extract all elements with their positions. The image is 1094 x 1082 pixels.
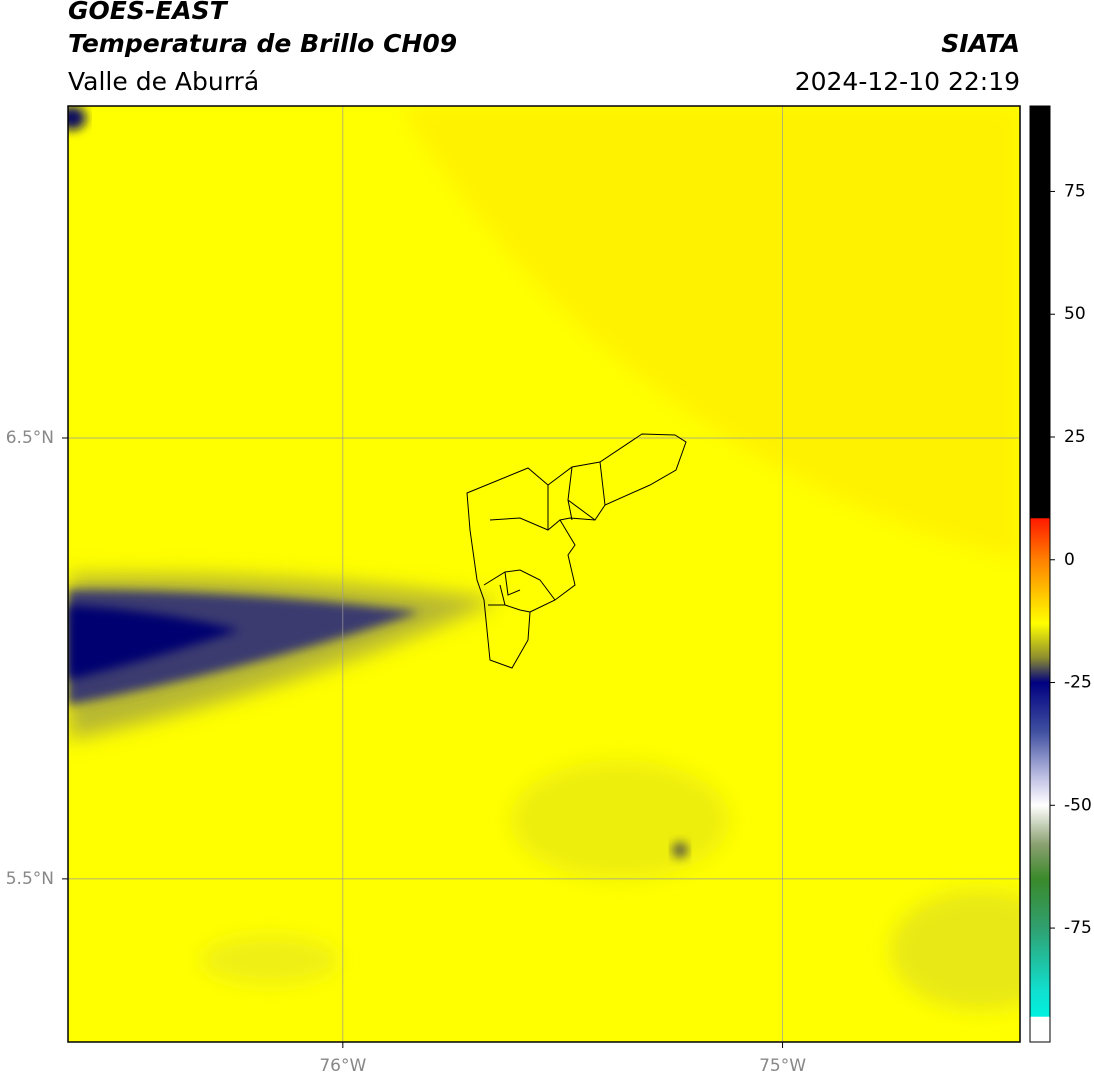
colorbar-tick-label: 50: [1064, 304, 1086, 324]
datetime: 2024-12-10 22:19: [795, 67, 1020, 96]
subtitle: Temperatura de Brillo CH09: [68, 29, 457, 58]
y-tick-label: 5.5°N: [6, 869, 54, 889]
colorbar-tick-label: 75: [1064, 181, 1086, 201]
colorbar-tick-label: 0: [1064, 550, 1075, 570]
cloud-core: [68, 106, 86, 130]
warm-area: [400, 106, 1020, 560]
colorbar-tick-label: -25: [1064, 673, 1092, 693]
map-frame: [67, 105, 1021, 1043]
source: SIATA: [941, 29, 1020, 58]
cloud-patch: [890, 890, 1020, 1010]
cloud-patch: [672, 842, 688, 858]
map-field: [68, 106, 1020, 1042]
colorbar-tick-label: 25: [1064, 427, 1086, 447]
x-tick-label: 75°W: [759, 1056, 806, 1076]
boundary-inner: [483, 569, 556, 613]
x-tick-label: 76°W: [319, 1056, 366, 1076]
title: GOES-EAST: [68, 0, 229, 25]
municipal-boundaries: [466, 433, 687, 669]
boundary-inner: [489, 461, 606, 531]
cloud-patch: [200, 935, 340, 985]
y-tick-label: 6.5°N: [6, 428, 54, 448]
grid: [68, 106, 1020, 1042]
colorbar: [1029, 105, 1051, 1043]
cloud-core: [68, 605, 240, 680]
region: Valle de Aburrá: [68, 67, 259, 96]
colorbar-tick-label: -75: [1064, 918, 1092, 938]
colorbar-tick-label: -50: [1064, 795, 1092, 815]
cloud-patch: [510, 760, 730, 880]
